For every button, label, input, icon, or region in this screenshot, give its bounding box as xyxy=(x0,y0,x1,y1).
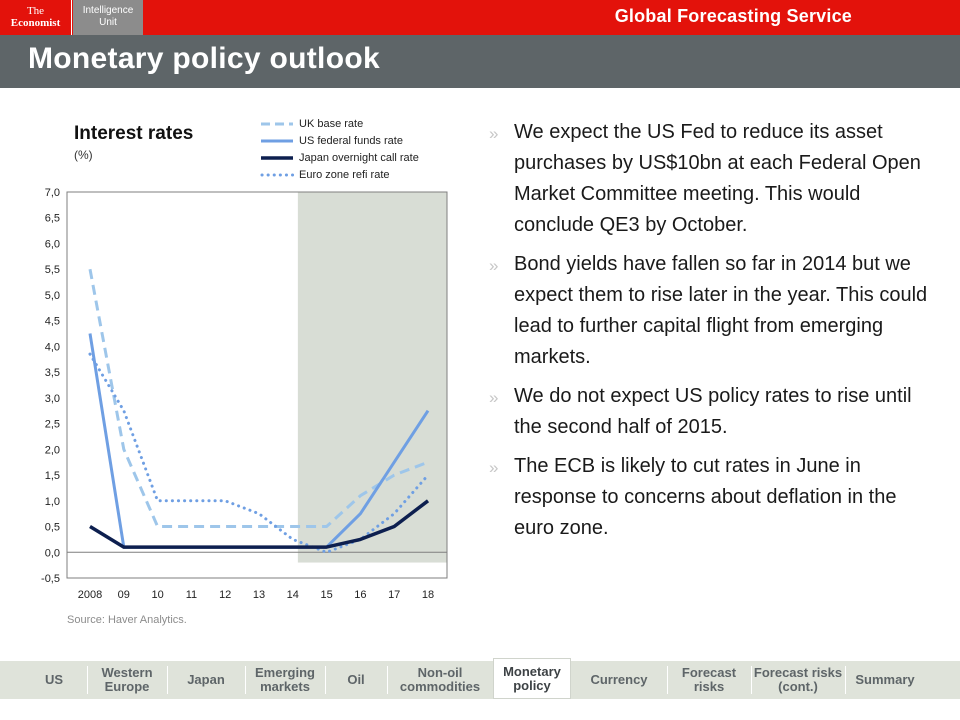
x-tick-label: 12 xyxy=(219,589,231,601)
nav-tab-western-europe[interactable]: Western Europe xyxy=(101,665,153,694)
legend-label-us: US federal funds rate xyxy=(299,135,403,147)
chart-source: Source: Haver Analytics. xyxy=(67,614,187,626)
y-tick-label: 1,0 xyxy=(45,496,60,508)
legend-item-uk: UK base rate xyxy=(260,116,460,133)
section-nav-bar xyxy=(0,661,960,699)
nav-tab-us[interactable]: US xyxy=(44,672,64,687)
nav-divider xyxy=(751,666,752,694)
unit-line-2: Unit xyxy=(99,17,117,28)
y-tick-label: 3,5 xyxy=(45,367,60,379)
nav-tab-currency[interactable]: Currency xyxy=(590,672,648,687)
nav-divider xyxy=(667,666,668,694)
nav-tab-forecast-risks-cont[interactable]: Forecast risks (cont.) xyxy=(753,665,843,694)
x-tick-label: 16 xyxy=(354,589,366,601)
x-tick-label: 15 xyxy=(320,589,332,601)
page-title: Monetary policy outlook xyxy=(28,42,380,75)
nav-tab-summary[interactable]: Summary xyxy=(855,672,915,687)
chart-title: Interest rates xyxy=(74,123,194,144)
bullet-text: The ECB is likely to cut rates in June i… xyxy=(514,455,897,539)
x-tick-label: 2008 xyxy=(78,589,102,601)
nav-divider xyxy=(87,666,88,694)
bullet-item: » Bond yields have fallen so far in 2014… xyxy=(489,249,929,373)
logo-line-1: The xyxy=(26,5,45,17)
x-tick-label: 09 xyxy=(118,589,130,601)
y-tick-label: 4,5 xyxy=(45,316,60,328)
x-tick-label: 17 xyxy=(388,589,400,601)
legend-item-japan: Japan overnight call rate xyxy=(260,150,460,167)
nav-divider xyxy=(167,666,168,694)
bottom-strip xyxy=(0,699,960,720)
bullet-item: » We expect the US Fed to reduce its ass… xyxy=(489,117,929,241)
title-bar xyxy=(0,35,960,88)
nav-divider xyxy=(845,666,846,694)
bullet-marker: » xyxy=(489,388,499,407)
nav-tab-monetary-policy[interactable]: Monetary policy xyxy=(493,658,571,699)
x-tick-label: 14 xyxy=(287,589,299,601)
bullet-marker: » xyxy=(489,124,499,143)
legend-item-euro: Euro zone refi rate xyxy=(260,167,460,184)
plot-frame xyxy=(66,191,448,579)
y-tick-label: 4,0 xyxy=(45,341,60,353)
forecast-shading xyxy=(297,192,447,563)
service-title: Global Forecasting Service xyxy=(614,6,852,26)
x-tick-label: 10 xyxy=(151,589,163,601)
x-tick-label: 13 xyxy=(253,589,265,601)
bullet-text: We do not expect US policy rates to rise… xyxy=(514,385,912,438)
unit-line-1: Intelligence xyxy=(82,5,134,16)
legend-swatch-japan xyxy=(261,156,293,160)
bullet-text: We expect the US Fed to reduce its asset… xyxy=(514,121,921,236)
y-tick-label: 7,0 xyxy=(45,187,60,199)
x-tick-label: 18 xyxy=(422,589,434,601)
nav-divider xyxy=(245,666,246,694)
nav-divider xyxy=(325,666,326,694)
y-tick-label: 2,5 xyxy=(45,419,60,431)
y-tick-label: 0,5 xyxy=(45,522,60,534)
bullet-item: » We do not expect US policy rates to ri… xyxy=(489,381,929,443)
y-tick-label: 5,0 xyxy=(45,290,60,302)
legend-swatch-uk xyxy=(261,122,293,126)
legend-swatch-us xyxy=(261,139,293,143)
bullet-marker: » xyxy=(489,458,499,477)
x-tick-label: 11 xyxy=(186,589,197,601)
nav-tab-oil[interactable]: Oil xyxy=(347,672,365,687)
interest-rates-chart: 7,0 6,5 6,0 5,5 5,0 4,5 4,0 3,5 3,0 2,5 2,0 1,5 1,0 0… xyxy=(41,187,448,601)
bullet-list: » We expect the US Fed to reduce its ass… xyxy=(489,117,929,552)
bullet-item: » The ECB is likely to cut rates in June… xyxy=(489,451,929,544)
y-tick-label: 6,0 xyxy=(45,238,60,250)
y-tick-label: 1,5 xyxy=(45,470,60,482)
nav-tab-non-oil-commodities[interactable]: Non-oil commodities xyxy=(399,665,481,694)
legend-label-japan: Japan overnight call rate xyxy=(299,152,419,164)
nav-tab-forecast-risks[interactable]: Forecast risks xyxy=(681,665,737,694)
bullet-marker: » xyxy=(489,256,499,275)
nav-divider xyxy=(387,666,388,694)
y-tick-label: 6,5 xyxy=(45,213,60,225)
intelligence-unit-logo[interactable]: Intelligence Unit xyxy=(73,0,143,35)
top-header-bar xyxy=(0,0,960,35)
series-line-japan-overnight-call-rate xyxy=(89,499,430,549)
legend-item-us: US federal funds rate xyxy=(260,133,460,150)
y-tick-label: -0,5 xyxy=(41,573,60,585)
y-tick-label: 2,0 xyxy=(45,444,60,456)
economist-logo[interactable]: The Economist xyxy=(0,0,72,35)
nav-tab-emerging-markets[interactable]: Emerging markets xyxy=(255,665,315,694)
y-tick-label: 0,0 xyxy=(45,547,60,559)
chart-legend: UK base rate US federal funds rate Japan… xyxy=(260,116,460,184)
y-tick-label: 5,5 xyxy=(45,264,60,276)
legend-swatch-euro xyxy=(260,173,294,177)
nav-tab-japan[interactable]: Japan xyxy=(187,672,225,687)
logo-line-2: Economist xyxy=(10,17,61,29)
bullet-text: Bond yields have fallen so far in 2014 b… xyxy=(514,253,928,368)
legend-label-uk: UK base rate xyxy=(299,118,364,130)
legend-label-euro: Euro zone refi rate xyxy=(299,169,390,181)
y-tick-label: 3,0 xyxy=(45,393,60,405)
series-line-uk-base-rate xyxy=(88,268,429,528)
chart-subtitle: (%) xyxy=(74,148,93,162)
